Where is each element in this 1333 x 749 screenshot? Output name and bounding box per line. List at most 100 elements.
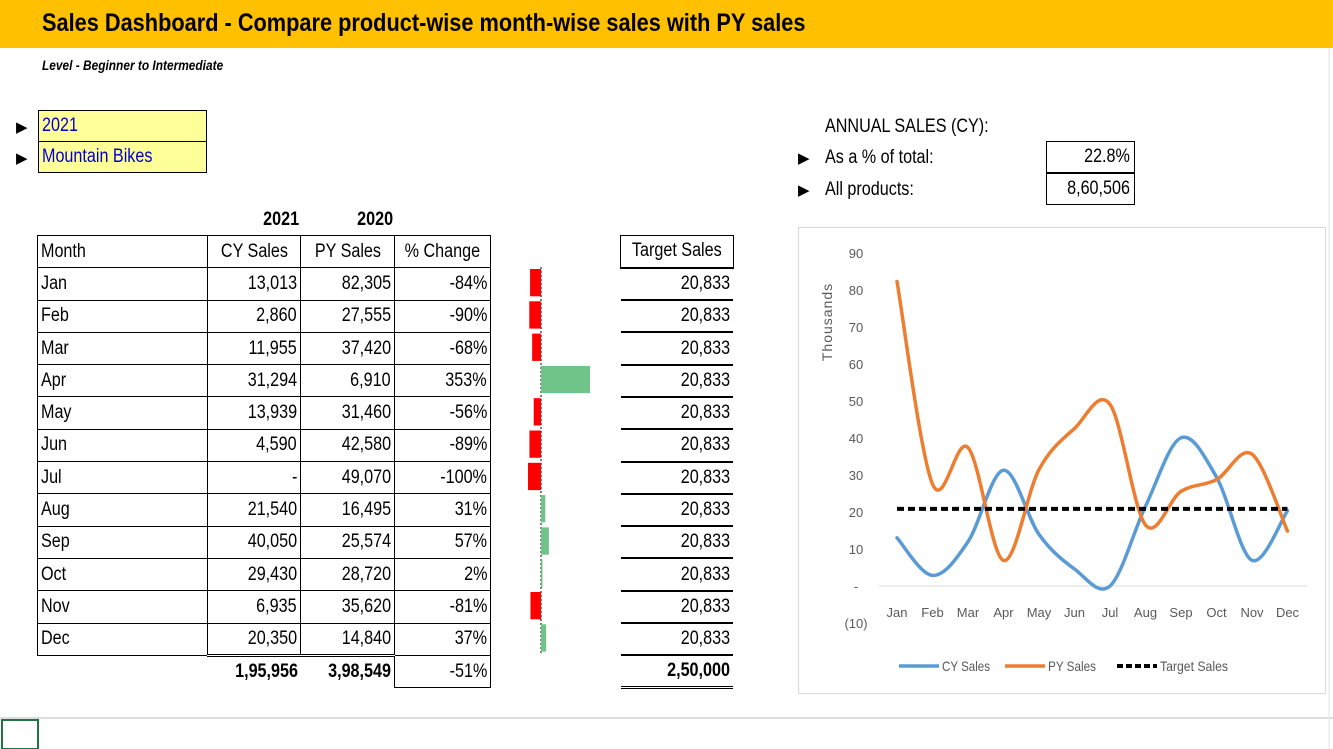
pct-change-databars [528,267,590,655]
pct-change-cell[interactable]: -56% [394,396,491,430]
month-header: Month [37,234,208,269]
target-sales-cell[interactable]: 20,833 [620,364,734,398]
y-tick-label: 60 [849,357,863,372]
y-tick-label: 50 [849,394,863,409]
target-sales-cell[interactable]: 20,833 [620,332,734,366]
cy-sales-cell[interactable]: 2,860 [207,300,301,333]
sales-line-chart[interactable]: Thousands (10) - 10 20 30 40 50 60 70 80 90 Jan Feb Ma… [798,227,1326,694]
table-row: Jan 13,013 82,305 -84% [37,267,491,301]
totals-label-cell [38,655,208,687]
databar [533,398,541,426]
all-products-value: 8,60,506 [1046,173,1135,205]
target-sales-cell[interactable]: 20,833 [620,300,734,334]
py-sales-cell[interactable]: 27,555 [300,300,395,333]
databar [529,430,541,458]
py-sales-cell[interactable]: 42,580 [300,429,395,463]
databar [541,365,590,394]
target-sales-cell[interactable]: 20,833 [620,590,734,625]
target-sales-cell[interactable]: 20,833 [620,493,734,528]
pct-change-cell[interactable]: -89% [394,429,491,463]
cy-sales-cell[interactable]: 29,430 [207,558,301,592]
pct-change-cell[interactable]: -81% [394,590,491,624]
target-total-cell[interactable]: 2,50,000 [620,655,734,690]
pct-change-cell[interactable]: -68% [394,332,491,366]
x-tick-label: Jul [1102,605,1119,620]
pct-change-cell[interactable]: 31% [394,493,491,527]
product-selector[interactable]: Mountain Bikes [38,141,207,173]
month-cell[interactable]: Nov [37,590,208,624]
month-cell[interactable]: Mar [37,332,208,366]
pct-change-cell[interactable]: -100% [394,461,491,495]
cy-sales-cell[interactable]: 13,013 [207,267,301,301]
pct-change-cell[interactable]: -90% [394,300,491,333]
month-cell[interactable]: Jul [37,461,208,495]
target-sales-cell[interactable]: 20,833 [620,623,734,657]
py-sales-cell[interactable]: 16,495 [300,493,395,527]
month-cell[interactable]: May [37,396,208,430]
table-row: Aug 21,540 16,495 31% [37,493,491,527]
pct-change-cell[interactable]: 37% [394,623,491,656]
x-tick-label: Mar [957,605,980,620]
cy-year-header: 2021 [263,209,299,230]
py-sales-cell[interactable]: 28,720 [300,558,395,592]
cy-total-cell[interactable]: 1,95,956 [207,653,301,688]
py-sales-cell[interactable]: 14,840 [300,623,395,656]
pct-change-cell[interactable]: 57% [394,526,491,559]
table-row: Nov 6,935 35,620 -81% [37,590,491,624]
pct-change-cell[interactable]: -84% [394,267,491,301]
pct-change-cell[interactable]: 2% [394,558,491,592]
cy-sales-cell[interactable]: - [207,461,301,495]
py-sales-cell[interactable]: 25,574 [300,526,395,559]
cy-sales-cell[interactable]: 31,294 [207,364,301,398]
target-row: 20,833 [620,300,734,334]
target-sales-cell[interactable]: 20,833 [620,267,734,302]
x-tick-label: Apr [993,605,1014,620]
month-cell[interactable]: Apr [37,364,208,398]
target-sales-cell[interactable]: 20,833 [620,396,734,431]
target-sales-cell[interactable]: 20,833 [620,429,734,463]
month-cell[interactable]: Aug [37,493,208,527]
target-row: 20,833 [620,332,734,366]
target-row: 20,833 [620,461,734,495]
month-cell[interactable]: Jan [37,267,208,301]
cy-sales-cell[interactable]: 20,350 [207,623,301,656]
cy-sales-cell[interactable]: 11,955 [207,332,301,366]
target-row: 20,833 [620,493,734,528]
py-sales-cell[interactable]: 6,910 [300,364,395,398]
pct-change-cell[interactable]: 353% [394,364,491,398]
target-sales-cell[interactable]: 20,833 [620,526,734,560]
x-tick-label: Oct [1206,605,1227,620]
month-cell[interactable]: Sep [37,526,208,559]
cy-sales-cell[interactable]: 6,935 [207,590,301,624]
py-sales-cell[interactable]: 35,620 [300,590,395,624]
py-total-cell[interactable]: 3,98,549 [300,653,395,688]
target-header-row: Target Sales [620,234,734,269]
target-row: 20,833 [620,590,734,625]
py-sales-cell[interactable]: 31,460 [300,396,395,430]
table-row: Jun 4,590 42,580 -89% [37,429,491,463]
py-sales-cell[interactable]: 49,070 [300,461,395,495]
month-cell[interactable]: Dec [37,623,208,656]
table-row: Dec 20,350 14,840 37% [37,623,491,656]
year-selector[interactable]: 2021 [38,110,207,142]
cy-sales-cell[interactable]: 13,939 [207,396,301,430]
cy-sales-cell[interactable]: 40,050 [207,526,301,559]
cy-sales-header: CY Sales [207,234,301,269]
cy-sales-cell[interactable]: 21,540 [207,493,301,527]
month-cell[interactable]: Oct [37,558,208,592]
y-axis-title: Thousands [819,283,835,361]
x-tick-label: May [1027,605,1052,620]
pct-total-cell[interactable]: -51% [394,655,491,689]
py-sales-header: PY Sales [300,234,395,269]
month-cell[interactable]: Feb [37,300,208,333]
py-sales-cell[interactable]: 82,305 [300,267,395,301]
x-tick-label: Jun [1064,605,1085,620]
month-cell[interactable]: Jun [37,429,208,463]
legend-label: CY Sales [942,658,990,674]
table-row: Oct 29,430 28,720 2% [37,558,491,592]
cy-sales-cell[interactable]: 4,590 [207,429,301,463]
target-sales-cell[interactable]: 20,833 [620,461,734,495]
py-sales-cell[interactable]: 37,420 [300,332,395,366]
target-sales-cell[interactable]: 20,833 [620,558,734,592]
table-row: Feb 2,860 27,555 -90% [37,300,491,333]
